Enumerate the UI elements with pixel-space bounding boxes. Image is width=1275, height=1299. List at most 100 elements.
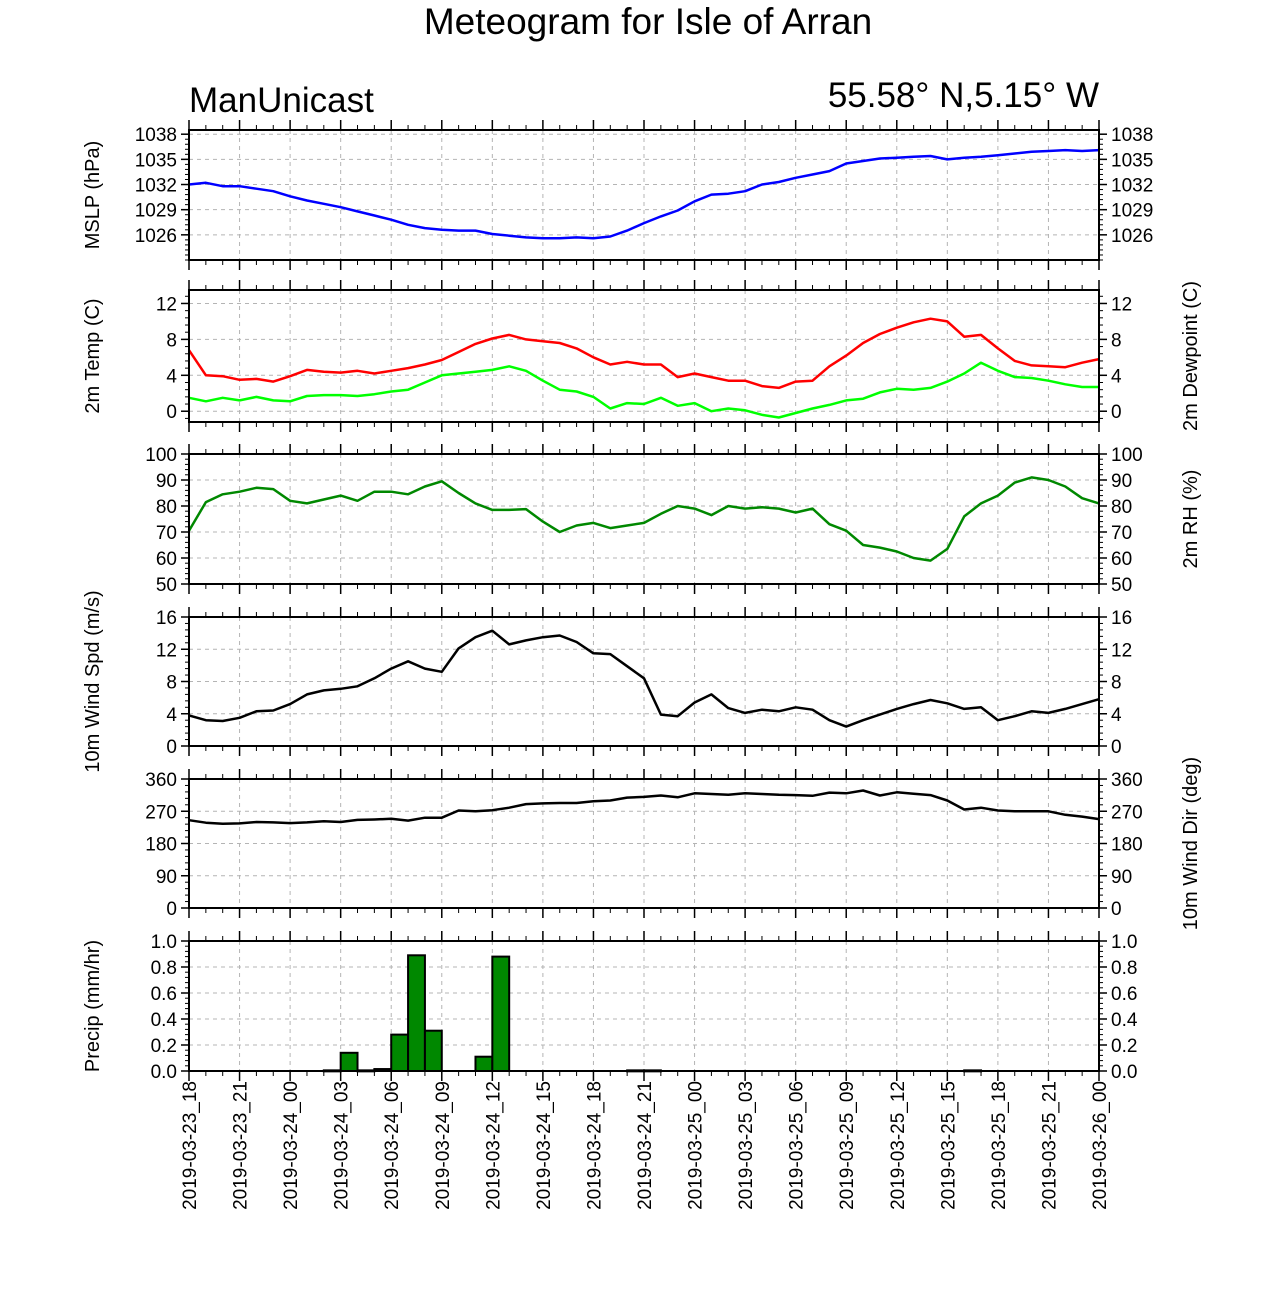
precip-bar xyxy=(339,1051,359,1073)
y-tick-label-right: 0.4 xyxy=(1111,1010,1138,1031)
y-tick-label-left: 360 xyxy=(145,770,177,791)
y-tick-label-left: 90 xyxy=(156,471,177,492)
y-tick-label-right: 1032 xyxy=(1111,176,1153,197)
y-tick-label-right: 70 xyxy=(1111,523,1132,544)
y-tick-label-left: 60 xyxy=(156,549,177,570)
y-tick-label-right: 4 xyxy=(1111,705,1122,726)
y-tick-label-right: 0.8 xyxy=(1111,958,1137,979)
y-tick-label-left: 0 xyxy=(166,737,177,758)
x-tick-label: 2019-03-25_12 xyxy=(888,1081,909,1210)
y-axis-label-right: 2m Dewpoint (C) xyxy=(1180,281,1202,431)
panel-frame xyxy=(188,616,1100,747)
x-tick-label: 2019-03-24_21 xyxy=(635,1081,656,1210)
panel-frame xyxy=(188,453,1100,585)
panel-frame xyxy=(188,129,1100,261)
panel-frame xyxy=(188,940,1100,1072)
y-tick-label-right: 270 xyxy=(1111,802,1143,823)
rh-line xyxy=(187,476,1100,562)
y-tick-label-right: 4 xyxy=(1111,366,1122,387)
y-tick-label-right: 1029 xyxy=(1111,201,1153,222)
y-tick-label-left: 1029 xyxy=(135,201,177,222)
panel-6: 0.0 0.0 0.2 0.2 0.4 0.4 0.6 0.6 0.8 0.8 1.0 1.0 Prec… xyxy=(82,931,1138,1083)
panel-3: 50 50 60 60 70 70 80 80 90 90 100 100 2m RH (%) xyxy=(145,444,1202,596)
y-tick-label-left: 0 xyxy=(166,402,177,423)
x-tick-label: 2019-03-25_06 xyxy=(787,1081,808,1210)
model-label: ManUnicast xyxy=(189,81,374,120)
wind-speed-line xyxy=(188,629,1100,728)
location-label: 55.58° N,5.15° W xyxy=(828,76,1099,115)
y-tick-label-left: 100 xyxy=(145,445,177,466)
y-axis-label-left: MSLP (hPa) xyxy=(82,141,104,250)
x-axis: 2019-03-23_18 2019-03-23_21 2019-03-24_00 2… xyxy=(180,1081,1111,1210)
y-tick-label-left: 0 xyxy=(166,899,177,920)
x-tick-label: 2019-03-25_00 xyxy=(686,1081,707,1210)
x-tick-label: 2019-03-24_18 xyxy=(584,1081,605,1210)
y-tick-label-right: 360 xyxy=(1111,770,1143,791)
y-tick-label-right: 80 xyxy=(1111,497,1132,518)
x-tick-label: 2019-03-25_09 xyxy=(837,1081,858,1210)
y-tick-label-left: 1038 xyxy=(135,125,177,146)
panel-2: 0 0 4 4 8 8 12 12 2m Temp (C) 2m Dewpoint (C) xyxy=(82,280,1202,432)
y-tick-label-left: 4 xyxy=(166,705,177,726)
x-tick-label: 2019-03-24_06 xyxy=(382,1081,403,1210)
y-tick-label-right: 90 xyxy=(1111,867,1132,888)
y-axis-label-right: 10m Wind Dir (deg) xyxy=(1180,757,1202,930)
y-tick-label-left: 180 xyxy=(145,835,177,856)
y-tick-label-right: 180 xyxy=(1111,835,1143,856)
y-tick-label-right: 12 xyxy=(1111,640,1132,661)
x-tick-label: 2019-03-25_18 xyxy=(989,1081,1010,1210)
y-tick-label-right: 0 xyxy=(1111,737,1122,758)
y-tick-label-right: 1038 xyxy=(1111,125,1153,146)
y-tick-label-right: 100 xyxy=(1111,445,1143,466)
x-tick-label: 2019-03-24_15 xyxy=(534,1081,555,1210)
x-tick-label: 2019-03-23_18 xyxy=(180,1081,201,1210)
x-tick-label: 2019-03-23_21 xyxy=(231,1081,252,1210)
panel-frame xyxy=(188,289,1100,423)
wind-direction-line xyxy=(188,789,1100,826)
y-tick-label-right: 8 xyxy=(1111,330,1122,351)
y-tick-label-left: 50 xyxy=(156,575,177,596)
panel-5: 0 0 90 90 180 180 270 270 360 360 10m Wind Dir (de… xyxy=(145,757,1202,930)
panel-1: 1026 1026 1029 1029 1032 1032 1035 1035 1038 1038… xyxy=(82,120,1153,270)
precip-bar xyxy=(474,1055,494,1072)
y-tick-label-left: 8 xyxy=(166,330,177,351)
y-axis-label-left: Precip (mm/hr) xyxy=(82,940,104,1072)
y-axis-label-right: 2m RH (%) xyxy=(1180,470,1202,569)
y-tick-label-left: 0.8 xyxy=(151,958,177,979)
x-tick-label: 2019-03-24_09 xyxy=(433,1081,454,1210)
x-tick-label: 2019-03-24_00 xyxy=(281,1081,302,1210)
y-tick-label-right: 0.0 xyxy=(1111,1062,1137,1083)
y-tick-label-left: 16 xyxy=(156,608,177,629)
y-tick-label-right: 0.6 xyxy=(1111,984,1137,1005)
precip-bar xyxy=(423,1029,443,1072)
x-tick-label: 2019-03-24_12 xyxy=(483,1081,504,1210)
panel-frame xyxy=(188,778,1100,909)
y-tick-label-right: 0.2 xyxy=(1111,1036,1137,1057)
x-tick-label: 2019-03-24_03 xyxy=(332,1081,353,1210)
precip-bar xyxy=(491,955,511,1072)
precip-bar xyxy=(407,954,426,1072)
y-tick-label-left: 12 xyxy=(156,294,177,315)
y-axis-label-left: 10m Wind Spd (m/s) xyxy=(82,590,104,772)
y-tick-label-right: 12 xyxy=(1111,294,1132,315)
y-tick-label-left: 70 xyxy=(156,523,177,544)
y-tick-label-right: 1.0 xyxy=(1111,932,1137,953)
y-tick-label-right: 8 xyxy=(1111,673,1122,694)
y-tick-label-left: 4 xyxy=(166,366,177,387)
y-tick-label-right: 0 xyxy=(1111,402,1122,423)
x-tick-label: 2019-03-25_15 xyxy=(938,1081,959,1210)
y-tick-label-left: 1026 xyxy=(135,226,177,247)
y-tick-label-left: 90 xyxy=(156,867,177,888)
y-tick-label-left: 0.4 xyxy=(151,1010,178,1031)
y-tick-label-right: 60 xyxy=(1111,549,1132,570)
x-tick-label: 2019-03-26_00 xyxy=(1090,1081,1111,1210)
y-tick-label-left: 270 xyxy=(145,802,177,823)
y-tick-label-left: 80 xyxy=(156,497,177,518)
y-tick-label-left: 12 xyxy=(156,640,177,661)
x-tick-label: 2019-03-25_21 xyxy=(1039,1081,1060,1210)
y-tick-label-left: 0.6 xyxy=(151,984,177,1005)
dewpoint-line xyxy=(188,361,1099,419)
panels: 1026 1026 1029 1029 1032 1032 1035 1035 1038 1038… xyxy=(82,120,1202,1083)
y-tick-label-right: 1026 xyxy=(1111,226,1153,247)
